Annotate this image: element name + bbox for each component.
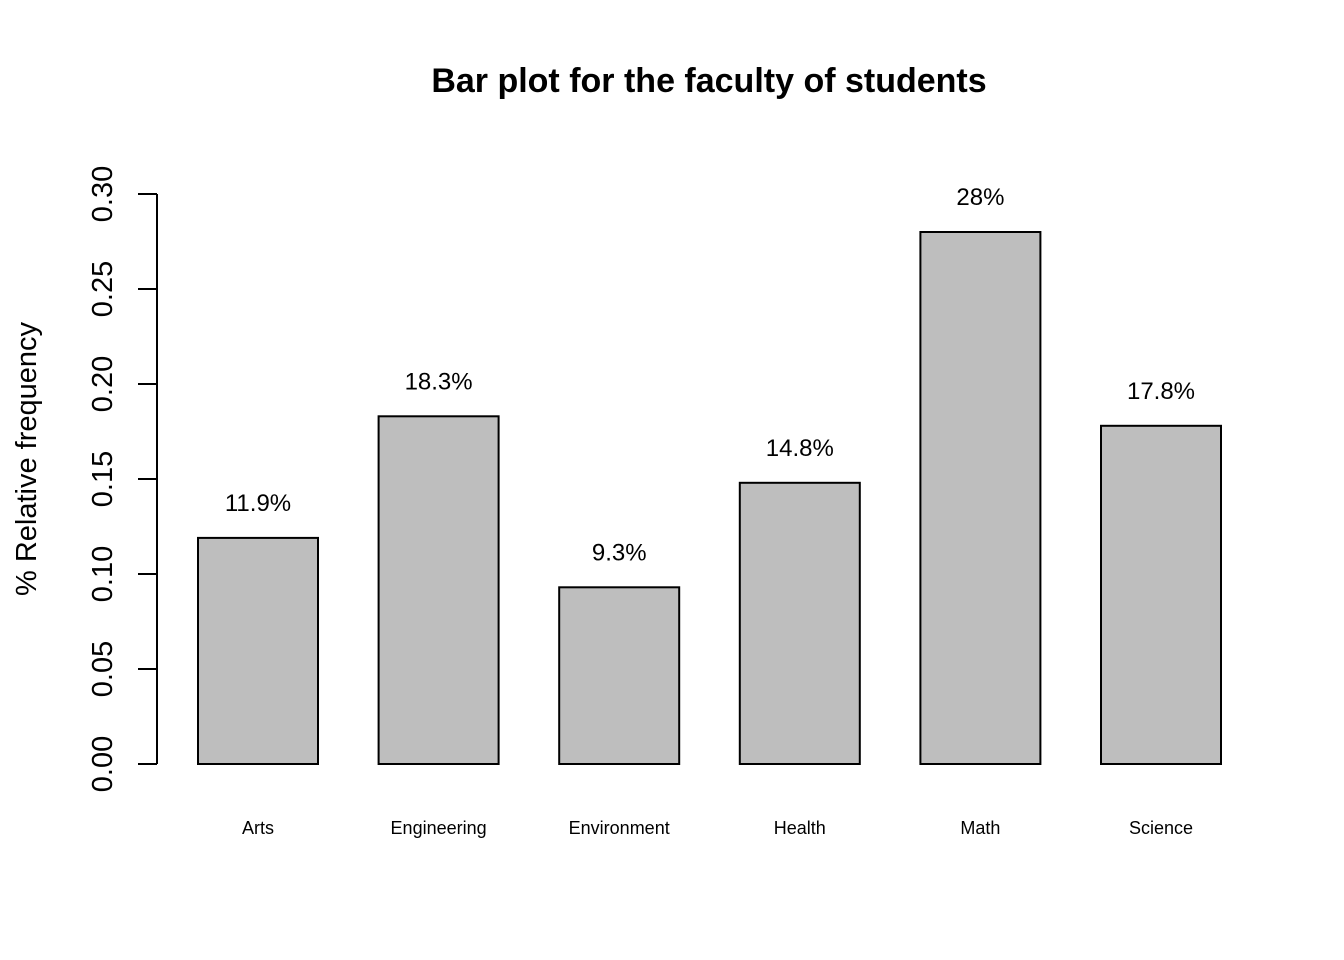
data-label: 28%	[956, 184, 1004, 211]
x-tick-label: Science	[1129, 818, 1193, 838]
bar-math	[919, 231, 1042, 765]
data-label: 17.8%	[1127, 378, 1195, 405]
data-label: 14.8%	[766, 435, 834, 462]
x-axis-labels: Arts Engineering Environment Health Math Scie…	[242, 818, 1193, 838]
chart-title: Bar plot for the faculty of students	[431, 62, 986, 100]
y-tick-label: 0.10	[87, 546, 119, 602]
x-tick-label: Engineering	[391, 818, 487, 838]
y-tick-label: 0.30	[87, 166, 119, 222]
bar-science	[1100, 424, 1222, 765]
x-tick-label: Health	[774, 818, 826, 838]
y-tick-label: 0.15	[87, 451, 119, 507]
data-label: 11.9%	[225, 490, 291, 517]
y-tick-label: 0.00	[87, 736, 119, 792]
x-tick-label: Math	[960, 818, 1000, 838]
y-tick-label: 0.20	[87, 356, 119, 412]
data-label: 18.3%	[405, 368, 473, 395]
bar-health	[738, 481, 861, 765]
y-tick-label: 0.25	[87, 261, 119, 317]
y-axis: 0.00 0.05 0.10 0.15 0.20 0.25 0.30	[87, 166, 158, 792]
y-axis-label: % Relative frequency	[11, 321, 43, 596]
bar-environment	[558, 586, 681, 765]
bar-arts	[197, 536, 319, 766]
data-label: 9.3%	[592, 539, 647, 566]
x-tick-label: Arts	[242, 818, 274, 838]
bars	[197, 231, 1222, 766]
x-tick-label: Environment	[569, 818, 670, 838]
bar-engineering	[377, 415, 500, 765]
y-tick-label: 0.05	[87, 641, 119, 697]
data-labels: 11.9% 18.3% 9.3% 14.8% 28% 17.8%	[225, 184, 1195, 566]
